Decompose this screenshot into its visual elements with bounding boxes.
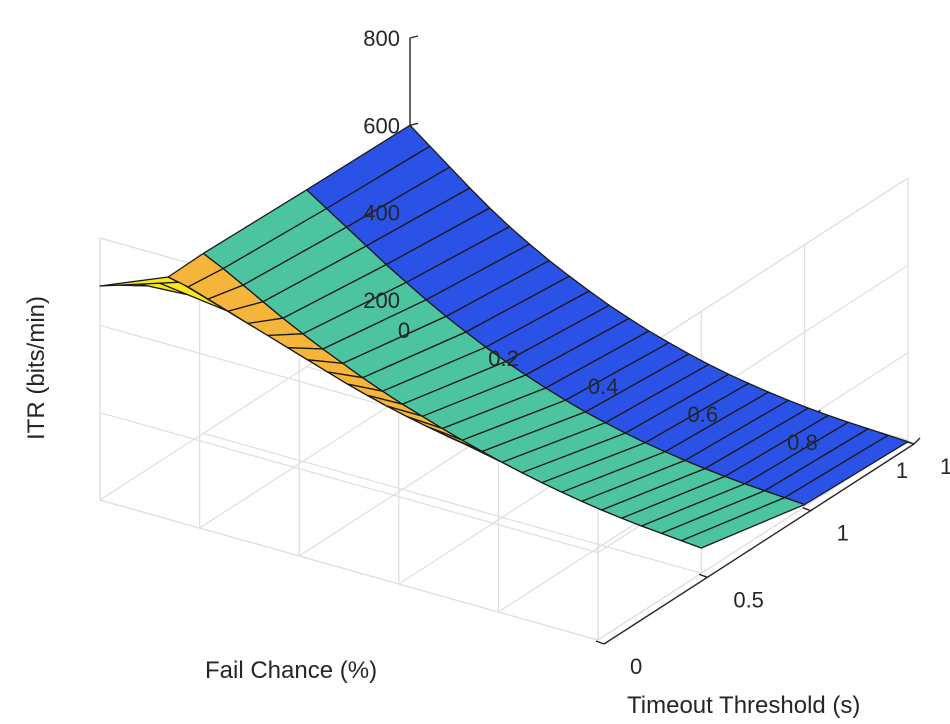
grid-line: [99, 499, 599, 641]
y-tick-label: 1.5: [940, 454, 950, 479]
y-axis-label: Timeout Threshold (s): [627, 692, 860, 719]
x-tick-label: 1: [896, 458, 908, 483]
z-tick-label: 200: [363, 288, 400, 313]
surface: [99, 124, 909, 549]
x-tick-label: 0: [398, 318, 410, 343]
y-tick-mark: [802, 507, 811, 512]
y-tick-mark: [595, 640, 605, 645]
z-tick-label: 800: [363, 26, 400, 51]
z-tick-label: 400: [363, 201, 400, 226]
z-axis-label: ITR (bits/min): [23, 296, 50, 440]
x-tick-label: 0.4: [588, 374, 619, 399]
surface-cell: [784, 434, 909, 506]
z-tick-label: 600: [363, 113, 400, 138]
x-tick-mark: [913, 437, 921, 445]
y-axis-line: [603, 443, 915, 645]
y-tick-label: 1: [837, 521, 849, 546]
tick-labels: 200 400 600 800 0 0.2 0.4 0.6 0.8 1 0 0.5 1 1.5: [363, 26, 950, 679]
x-tick-label: 0.8: [787, 430, 818, 455]
x-tick-label: 0.2: [488, 346, 519, 371]
y-tick-label: 0.5: [733, 587, 764, 612]
grid-line: [203, 432, 702, 574]
x-axis-label: Fail Chance (%): [205, 657, 377, 684]
z-tick-mark: [409, 35, 419, 39]
x-tick-label: 0.6: [688, 402, 719, 427]
grid-line: [99, 412, 599, 554]
y-tick-mark: [699, 573, 708, 578]
z-tick-mark: [409, 122, 419, 127]
y-tick-label: 0: [630, 654, 642, 679]
